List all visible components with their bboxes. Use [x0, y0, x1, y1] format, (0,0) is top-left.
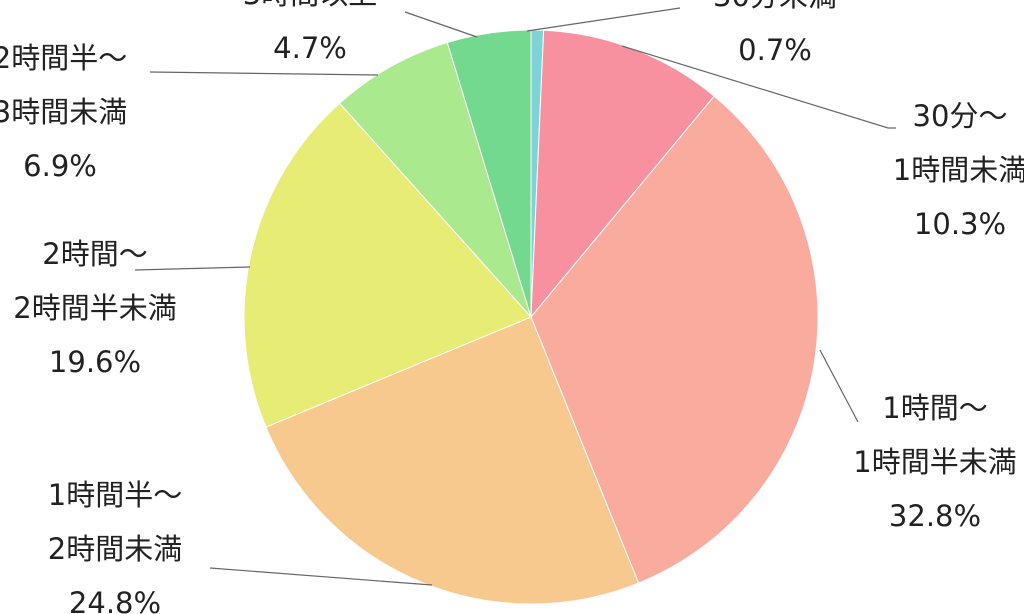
slice-label: 3時間未満	[0, 95, 127, 129]
value-label: 6.9%	[23, 149, 97, 183]
leader-line	[134, 266, 251, 271]
value-label: 10.3%	[914, 207, 1006, 241]
leader-line	[819, 349, 859, 423]
slice-label: 2時間半～	[0, 41, 127, 75]
slice-label: 1時間半～	[48, 478, 182, 512]
value-label: 24.8%	[69, 586, 161, 614]
leader-line	[621, 45, 896, 129]
slice-label: 2時間半未満	[13, 291, 176, 325]
pie-slice	[338, 41, 532, 318]
value-label: 0.7%	[738, 33, 812, 67]
slice-label: 3時間以上	[243, 0, 377, 11]
leader-line	[149, 71, 379, 76]
value-label: 4.7%	[273, 31, 347, 65]
slice-label: 2時間未満	[48, 532, 182, 566]
slice-label: 1時間～	[882, 391, 987, 425]
leader-line	[526, 7, 681, 32]
slice-label: 1時間未満	[893, 153, 1024, 187]
value-label: 32.8%	[889, 499, 981, 533]
slice-label: 2時間～	[42, 237, 147, 271]
value-label: 19.6%	[49, 345, 141, 379]
slice-label: 1時間半未満	[853, 445, 1016, 479]
leader-line	[404, 11, 478, 38]
slice-label: 30分未満	[713, 0, 837, 13]
slice-label: 30分～	[913, 99, 1008, 133]
pie-slice	[530, 95, 819, 584]
leader-line	[209, 567, 433, 586]
pie-slice	[243, 102, 532, 428]
